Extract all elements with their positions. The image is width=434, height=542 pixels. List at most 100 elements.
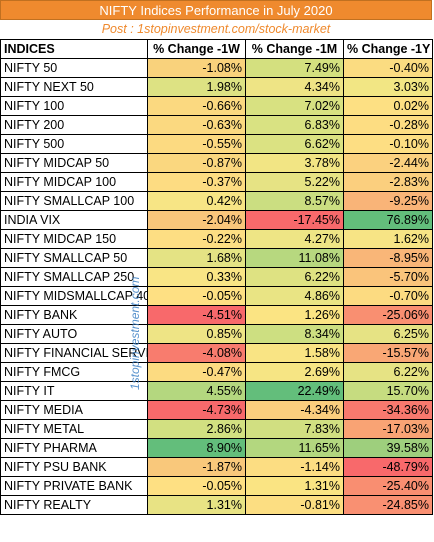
change-1w-cell[interactable]: 0.42% [147, 191, 246, 211]
index-name-cell[interactable]: NIFTY REALTY [0, 495, 148, 515]
index-name-cell[interactable]: NIFTY 100 [0, 96, 148, 116]
index-name-cell[interactable]: NIFTY FINANCIAL SERVICES [0, 343, 148, 363]
index-name-cell[interactable]: NIFTY PSU BANK [0, 457, 148, 477]
change-1w-cell[interactable]: -4.08% [147, 343, 246, 363]
change-1m-cell[interactable]: 6.83% [245, 115, 344, 135]
change-1m-cell[interactable]: 6.22% [245, 267, 344, 287]
change-1m-cell[interactable]: -17.45% [245, 210, 344, 230]
change-1w-cell[interactable]: 0.33% [147, 267, 246, 287]
post-link[interactable]: Post : 1stopinvestment.com/stock-market [0, 20, 432, 39]
change-1m-cell[interactable]: 6.62% [245, 134, 344, 154]
change-1m-cell[interactable]: 7.02% [245, 96, 344, 116]
index-name-cell[interactable]: NIFTY 200 [0, 115, 148, 135]
change-1w-cell[interactable]: -1.08% [147, 58, 246, 78]
header-change-1w[interactable]: % Change -1W [147, 39, 246, 59]
change-1y-cell[interactable]: -0.28% [343, 115, 433, 135]
header-change-1y[interactable]: % Change -1Y [343, 39, 433, 59]
change-1w-cell[interactable]: 1.31% [147, 495, 246, 515]
change-1m-cell[interactable]: -1.14% [245, 457, 344, 477]
index-name-cell[interactable]: NIFTY IT [0, 381, 148, 401]
change-1w-cell[interactable]: -0.55% [147, 134, 246, 154]
index-name-cell[interactable]: NIFTY MIDCAP 50 [0, 153, 148, 173]
change-1y-cell[interactable]: -8.95% [343, 248, 433, 268]
change-1w-cell[interactable]: -1.87% [147, 457, 246, 477]
header-indices[interactable]: INDICES [0, 39, 148, 59]
change-1m-cell[interactable]: 8.57% [245, 191, 344, 211]
change-1y-cell[interactable]: 6.22% [343, 362, 433, 382]
change-1y-cell[interactable]: -25.40% [343, 476, 433, 496]
change-1m-cell[interactable]: 4.27% [245, 229, 344, 249]
change-1y-cell[interactable]: 1.62% [343, 229, 433, 249]
change-1m-cell[interactable]: -0.81% [245, 495, 344, 515]
change-1m-cell[interactable]: 7.83% [245, 419, 344, 439]
change-1w-cell[interactable]: -0.37% [147, 172, 246, 192]
change-1y-cell[interactable]: 15.70% [343, 381, 433, 401]
change-1y-cell[interactable]: -15.57% [343, 343, 433, 363]
index-name-cell[interactable]: INDIA VIX [0, 210, 148, 230]
change-1w-cell[interactable]: 1.98% [147, 77, 246, 97]
change-1m-cell[interactable]: 5.22% [245, 172, 344, 192]
change-1y-cell[interactable]: -2.44% [343, 153, 433, 173]
change-1m-cell[interactable]: 22.49% [245, 381, 344, 401]
change-1y-cell[interactable]: -0.70% [343, 286, 433, 306]
change-1m-cell[interactable]: 1.26% [245, 305, 344, 325]
change-1w-cell[interactable]: -0.87% [147, 153, 246, 173]
change-1y-cell[interactable]: -5.70% [343, 267, 433, 287]
index-name-cell[interactable]: NIFTY MIDCAP 100 [0, 172, 148, 192]
change-1w-cell[interactable]: 0.85% [147, 324, 246, 344]
change-1w-cell[interactable]: 4.55% [147, 381, 246, 401]
change-1m-cell[interactable]: 3.78% [245, 153, 344, 173]
index-name-cell[interactable]: NIFTY SMALLCAP 250 [0, 267, 148, 287]
change-1y-cell[interactable]: -17.03% [343, 419, 433, 439]
change-1w-cell[interactable]: -0.47% [147, 362, 246, 382]
change-1w-cell[interactable]: -0.63% [147, 115, 246, 135]
change-1y-cell[interactable]: -0.10% [343, 134, 433, 154]
change-1w-cell[interactable]: 1.68% [147, 248, 246, 268]
index-name-cell[interactable]: NIFTY MIDSMALLCAP 400 [0, 286, 148, 306]
change-1m-cell[interactable]: 7.49% [245, 58, 344, 78]
index-name-cell[interactable]: NIFTY PHARMA [0, 438, 148, 458]
change-1w-cell[interactable]: -0.05% [147, 476, 246, 496]
change-1m-cell[interactable]: 11.65% [245, 438, 344, 458]
change-1y-cell[interactable]: -34.36% [343, 400, 433, 420]
change-1w-cell[interactable]: -4.73% [147, 400, 246, 420]
index-name-cell[interactable]: NIFTY SMALLCAP 50 [0, 248, 148, 268]
change-1w-cell[interactable]: 2.86% [147, 419, 246, 439]
change-1y-cell[interactable]: 3.03% [343, 77, 433, 97]
change-1m-cell[interactable]: 1.58% [245, 343, 344, 363]
index-name-cell[interactable]: NIFTY 500 [0, 134, 148, 154]
index-name-cell[interactable]: NIFTY FMCG [0, 362, 148, 382]
change-1w-cell[interactable]: -2.04% [147, 210, 246, 230]
change-1y-cell[interactable]: 0.02% [343, 96, 433, 116]
change-1m-cell[interactable]: 1.31% [245, 476, 344, 496]
header-change-1m[interactable]: % Change -1M [245, 39, 344, 59]
index-name-cell[interactable]: NIFTY MIDCAP 150 [0, 229, 148, 249]
change-1m-cell[interactable]: 8.34% [245, 324, 344, 344]
index-name-cell[interactable]: NIFTY NEXT 50 [0, 77, 148, 97]
change-1y-cell[interactable]: -24.85% [343, 495, 433, 515]
index-name-cell[interactable]: NIFTY AUTO [0, 324, 148, 344]
change-1y-cell[interactable]: -48.79% [343, 457, 433, 477]
change-1w-cell[interactable]: -4.51% [147, 305, 246, 325]
index-name-cell[interactable]: NIFTY 50 [0, 58, 148, 78]
change-1y-cell[interactable]: 39.58% [343, 438, 433, 458]
change-1m-cell[interactable]: 4.86% [245, 286, 344, 306]
change-1y-cell[interactable]: 6.25% [343, 324, 433, 344]
change-1m-cell[interactable]: -4.34% [245, 400, 344, 420]
change-1w-cell[interactable]: -0.05% [147, 286, 246, 306]
index-name-cell[interactable]: NIFTY MEDIA [0, 400, 148, 420]
index-name-cell[interactable]: NIFTY PRIVATE BANK [0, 476, 148, 496]
index-name-cell[interactable]: NIFTY SMALLCAP 100 [0, 191, 148, 211]
change-1w-cell[interactable]: -0.66% [147, 96, 246, 116]
change-1w-cell[interactable]: -0.22% [147, 229, 246, 249]
change-1y-cell[interactable]: -0.40% [343, 58, 433, 78]
change-1y-cell[interactable]: -2.83% [343, 172, 433, 192]
change-1y-cell[interactable]: -9.25% [343, 191, 433, 211]
change-1y-cell[interactable]: -25.06% [343, 305, 433, 325]
change-1w-cell[interactable]: 8.90% [147, 438, 246, 458]
index-name-cell[interactable]: NIFTY BANK [0, 305, 148, 325]
change-1m-cell[interactable]: 4.34% [245, 77, 344, 97]
change-1m-cell[interactable]: 2.69% [245, 362, 344, 382]
change-1y-cell[interactable]: 76.89% [343, 210, 433, 230]
index-name-cell[interactable]: NIFTY METAL [0, 419, 148, 439]
